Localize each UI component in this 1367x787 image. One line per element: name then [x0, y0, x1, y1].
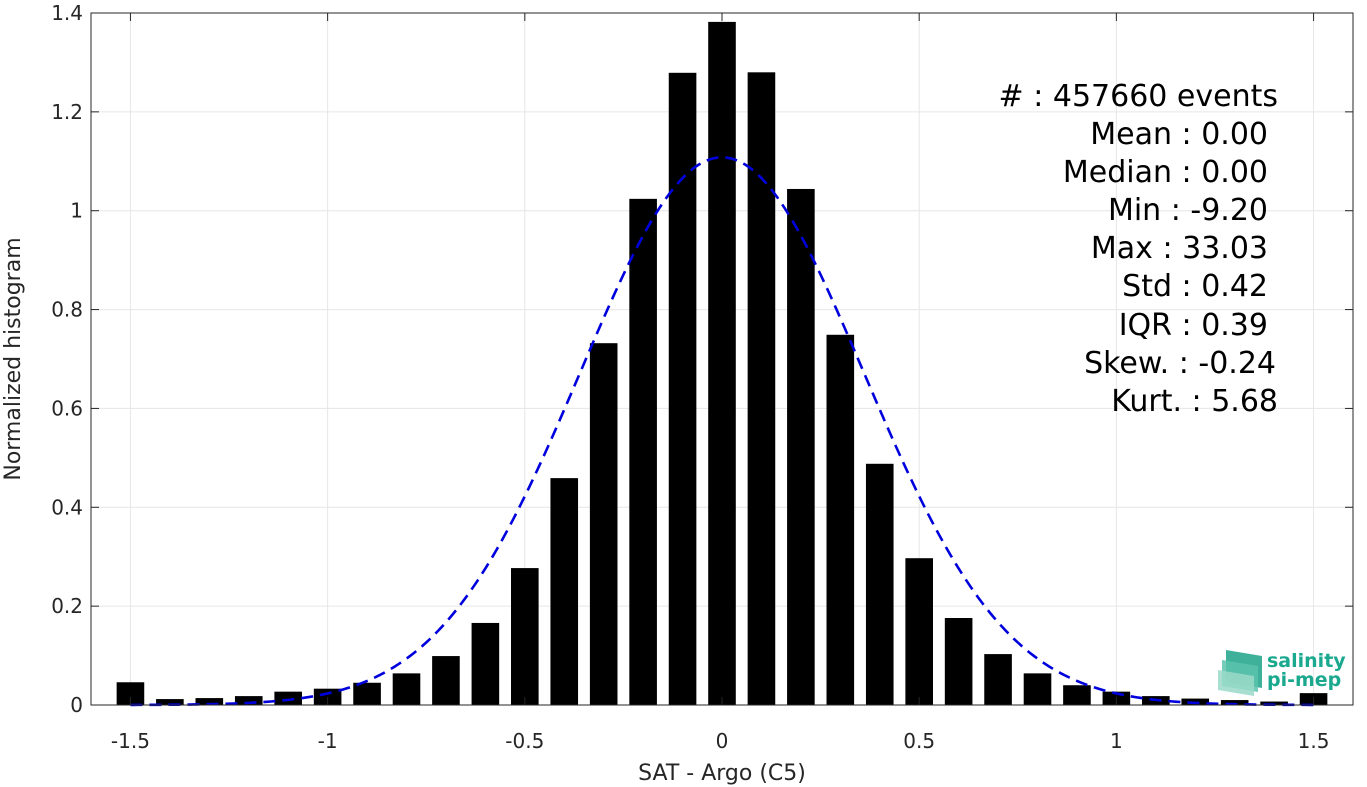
stat-median: Median : 0.00 [1063, 155, 1268, 190]
stat-iqr: IQR : 0.39 [1119, 308, 1268, 343]
x-tick-label: -0.5 [505, 729, 544, 753]
y-tick-label: 1.4 [51, 1, 83, 25]
histogram-bar [313, 688, 342, 705]
histogram-bar [274, 691, 302, 705]
axis-ticks [91, 12, 1353, 706]
histogram-bar [905, 558, 933, 705]
histogram-bar [550, 478, 579, 705]
histogram-bar [708, 21, 736, 705]
histogram-bar [589, 343, 618, 705]
stat-kurt: Kurt. : 5.68 [1111, 384, 1278, 419]
histogram-bar [1023, 673, 1052, 705]
histogram-bar [668, 72, 697, 705]
histogram-bar [629, 198, 657, 705]
histogram-bar [944, 618, 973, 705]
stat-min: Min : -9.20 [1108, 193, 1268, 228]
histogram-bar [984, 654, 1012, 705]
x-tick-label: -1.5 [111, 729, 150, 753]
x-tick-label: 0.5 [903, 729, 935, 753]
histogram-bar [787, 188, 815, 706]
histogram-bar [471, 622, 500, 705]
y-tick-label: 0.6 [51, 396, 83, 420]
x-tick-label: 0 [716, 729, 729, 753]
histogram-bar [392, 673, 421, 705]
histogram-bar [1260, 701, 1288, 705]
histogram-bar [353, 682, 381, 705]
y-tick-labels: 0 0.2 0.4 0.6 0.8 1 1.2 1.4 [51, 1, 83, 717]
stat-skew: Skew. : -0.24 [1084, 346, 1276, 381]
wave-logo-icon [1218, 650, 1262, 696]
histogram-bar [511, 568, 539, 705]
histogram-bar [234, 696, 263, 705]
histogram-bars [116, 21, 1328, 706]
histogram-bar [116, 682, 145, 705]
stat-std: Std : 0.42 [1122, 269, 1268, 304]
stats-annotation: # : 457660 events Mean : 0.00 Median : 0… [999, 79, 1278, 419]
y-tick-label: 0 [70, 693, 83, 717]
x-tick-labels: -1.5 -1 -0.5 0 0.5 1 1.5 [111, 729, 1330, 753]
x-tick-label: -1 [318, 729, 338, 753]
logo-line-1: salinity [1267, 650, 1346, 672]
histogram-bar [156, 699, 184, 705]
histogram-bar [1063, 685, 1091, 705]
histogram-bar [195, 698, 224, 705]
x-axis-label: SAT - Argo (C5) [638, 761, 806, 786]
histogram-bar [1220, 700, 1249, 705]
stat-events: # : 457660 events [999, 79, 1278, 114]
x-tick-label: 1.5 [1298, 729, 1330, 753]
histogram-bar [747, 72, 776, 706]
stat-max: Max : 33.03 [1091, 231, 1268, 266]
histogram-bar [826, 334, 855, 705]
y-tick-label: 1.2 [51, 100, 83, 124]
y-tick-label: 0.2 [51, 594, 83, 618]
y-tick-label: 0.4 [51, 495, 83, 519]
histogram-bar [865, 463, 894, 705]
histogram-bar [432, 656, 460, 705]
x-tick-label: 1 [1110, 729, 1123, 753]
logo-line-2: pi-mep [1267, 669, 1341, 691]
salinity-pi-mep-logo: salinity pi-mep [1218, 650, 1346, 696]
y-tick-label: 1 [70, 199, 83, 223]
gaussian-fit-curve [130, 156, 1314, 707]
y-axis-label: Normalized histogram [1, 237, 26, 480]
stat-mean: Mean : 0.00 [1090, 117, 1268, 152]
y-tick-label: 0.8 [51, 298, 83, 322]
